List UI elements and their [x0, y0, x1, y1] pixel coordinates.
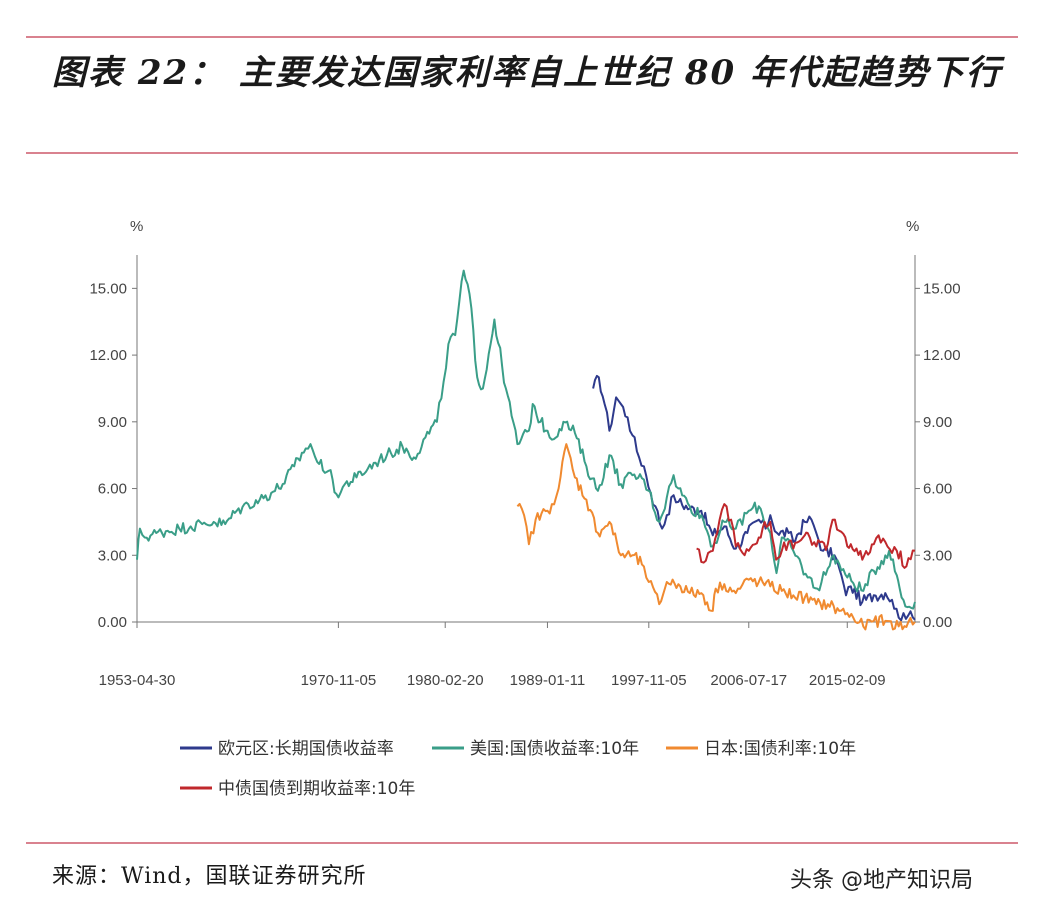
y-tick-label-left: 15.00	[89, 280, 127, 297]
y-tick-label-left: 9.00	[98, 414, 127, 431]
legend-label: 中债国债到期收益率:10年	[218, 779, 415, 799]
y-tick-label-left: 12.00	[89, 347, 127, 364]
y-tick-label-right: 12.00	[923, 347, 961, 364]
source-note: 来源：Wind，国联证券研究所	[52, 864, 367, 889]
legend-label: 日本:国债利率:10年	[704, 739, 856, 759]
legend-label: 美国:国债收益率:10年	[470, 739, 639, 759]
y-tick-label-right: 0.00	[923, 614, 952, 631]
left-axis-unit: %	[130, 218, 143, 235]
series-line-4	[696, 503, 916, 569]
x-tick-label: 2006-07-17	[710, 672, 787, 689]
x-tick-label: 2015-02-09	[809, 672, 886, 689]
y-tick-label-left: 3.00	[98, 547, 127, 564]
interest-rate-chart: % % 0.00 0.00 3.00 3.00 6.00 6.00 9.00 9.00 12.0…	[89, 218, 961, 799]
x-tick-label: 1980-02-20	[407, 672, 484, 689]
y-tick-label-right: 3.00	[923, 547, 952, 564]
series-line-3	[516, 443, 916, 631]
x-tick-label: 1970-11-05	[301, 672, 377, 689]
bottom-rule	[26, 842, 1018, 844]
page-title: 图表 22： 主要发达国家利率自上世纪 80 年代起趋势下行	[52, 53, 1002, 93]
x-tick-label: 1953-04-30	[99, 672, 176, 689]
top-rule	[26, 36, 1018, 38]
series-layer	[136, 269, 916, 631]
y-tick-label-left: 0.00	[98, 614, 127, 631]
y-tick-label-right: 9.00	[923, 414, 952, 431]
series-line-2	[136, 269, 916, 610]
right-axis-unit: %	[906, 218, 919, 235]
title-rule	[26, 152, 1018, 154]
legend: 欧元区:长期国债收益率 美国:国债收益率:10年 日本:国债利率:10年中债国债到期…	[180, 739, 856, 799]
legend-label: 欧元区:长期国债收益率	[218, 739, 394, 759]
watermark: 头条 @地产知识局	[790, 868, 973, 893]
x-tick-label: 1997-11-05	[611, 672, 687, 689]
y-tick-label-left: 6.00	[98, 481, 127, 498]
y-tick-label-right: 6.00	[923, 481, 952, 498]
x-tick-label: 1989-01-11	[510, 672, 586, 689]
axes: 0.00 0.00 3.00 3.00 6.00 6.00 9.00 9.00 12.00 12.…	[89, 255, 961, 689]
y-tick-label-right: 15.00	[923, 280, 961, 297]
